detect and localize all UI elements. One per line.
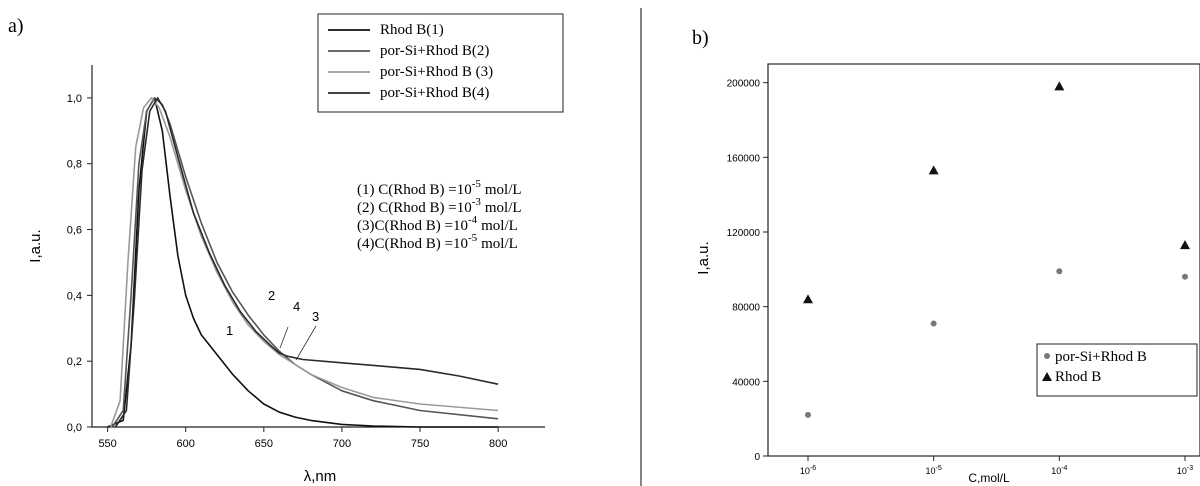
- panel-a-y-tick-label: 0,6: [67, 225, 82, 237]
- panel-b-legend-box: [1036, 343, 1198, 397]
- panel-a-series-line-2: [111, 97, 499, 428]
- panel-b-y-tick-label: 40000: [732, 377, 760, 388]
- panel-b: b) 10-6 10-5 10-4 10-3 0 40000 80000 120000 160…: [692, 27, 1200, 485]
- panel-b-x-ticks: 10-6 10-5 10-4 10-3: [800, 456, 1193, 476]
- curve-label-4: 4: [293, 299, 300, 314]
- panel-a-y-tick-label: 0,4: [67, 290, 82, 302]
- curve-label-1: 1: [226, 323, 233, 338]
- panel-a-legend-label-3: por-Si+Rhod B (3): [380, 64, 493, 80]
- annotation-2-text: (2) C(Rhod B) =10: [357, 200, 472, 216]
- panel-b-y-tick-label: 0: [754, 452, 760, 463]
- panel-a-series: [107, 97, 499, 428]
- panel-a-x-tick-label: 650: [255, 438, 273, 450]
- annotation-4-exp: -5: [468, 232, 478, 244]
- panel-a-y-label: I,a.u.: [27, 229, 44, 262]
- annotation-2-unit: mol/L: [485, 200, 522, 216]
- curve-label-3: 3: [312, 309, 319, 324]
- annotation-2: (2) C(Rhod B) =10-3 mol/L: [357, 196, 522, 216]
- panel-b-label: b): [692, 27, 709, 49]
- panel-b-y-ticks: 0 40000 80000 120000 160000 200000: [727, 79, 768, 463]
- legend-rhod-b: Rhod B: [1055, 369, 1101, 385]
- panel-b-y-tick-label: 80000: [732, 303, 760, 314]
- panel-b-x-label: C,mol/L: [968, 471, 1010, 485]
- panel-b-point-rhod-b: [928, 165, 939, 175]
- annotation-3-text: (3)C(Rhod B) =10: [357, 218, 468, 234]
- panel-a-y-tick-label: 0,2: [67, 356, 82, 368]
- panel-a-series-line-3: [109, 97, 499, 428]
- annotation-1-exp: -5: [472, 178, 482, 190]
- panel-a-label: a): [8, 15, 24, 37]
- panel-b-x-tick-label: 10-3: [1177, 465, 1193, 476]
- panel-b-y-tick-label: 200000: [727, 79, 761, 90]
- panel-b-y-label: I,a.u.: [695, 241, 712, 274]
- panel-b-y-tick-label: 120000: [727, 228, 761, 239]
- panel-a-x-label: λ,nm: [304, 468, 337, 485]
- curve-label-3-pointer: [295, 325, 317, 361]
- panel-b-point-rhod-b: [803, 294, 813, 304]
- panel-a-series-line-4: [114, 97, 499, 428]
- panel-a-x-tick-label: 550: [98, 438, 116, 450]
- panel-a-legend: Rhod B(1) por-Si+Rhod B(2) por-Si+Rhod B (…: [317, 13, 564, 113]
- annotation-4: (4)C(Rhod B) =10-5 mol/L: [357, 232, 518, 252]
- panel-a-legend-label-4: por-Si+Rhod B(4): [380, 85, 489, 101]
- panel-b-point-por-si-rhod-b: [805, 411, 811, 418]
- curve-label-2: 2: [268, 288, 275, 303]
- panel-a-x-ticks: 550 600 650 700 750 800: [98, 427, 507, 450]
- panel-a-x-tick-label: 600: [177, 438, 195, 450]
- panel-b-x-tick-label: 10-4: [1051, 465, 1067, 476]
- panel-b-point-por-si-rhod-b: [1056, 268, 1063, 275]
- panel-b-point-por-si-rhod-b: [1182, 273, 1188, 280]
- annotation-1-unit: mol/L: [485, 182, 522, 198]
- annotation-3-unit: mol/L: [481, 218, 518, 234]
- panel-b-point-por-si-rhod-b: [930, 320, 937, 327]
- annotation-3-exp: -4: [468, 214, 478, 226]
- legend-triangle-marker: [1042, 372, 1052, 381]
- panel-b-x-tick-label: 10-5: [926, 465, 942, 476]
- panel-a-y-ticks: 0,0 0,2 0,4 0,6 0,8 1,0: [67, 93, 92, 434]
- panel-b-legend: por-Si+Rhod B Rhod B: [1036, 343, 1198, 397]
- legend-circle-marker: [1044, 353, 1050, 359]
- panel-a: a) 550 600 650 700 750 800 0,0 0,2 0,4 0,6 0,8 1,0…: [8, 13, 564, 485]
- annotation-2-exp: -3: [472, 196, 482, 208]
- legend-por-si-rhod-b: por-Si+Rhod B: [1055, 349, 1147, 365]
- panel-a-x-tick-label: 750: [411, 438, 429, 450]
- panel-a-x-tick-label: 700: [333, 438, 351, 450]
- panel-a-y-tick-label: 0,8: [67, 159, 82, 171]
- annotation-1-text: (1) C(Rhod B) =10: [357, 182, 472, 198]
- panel-b-point-rhod-b: [1180, 240, 1190, 250]
- panel-b-point-rhod-b: [1054, 81, 1065, 91]
- panel-b-x-tick-label: 10-6: [800, 465, 816, 476]
- annotation-4-unit: mol/L: [481, 236, 518, 252]
- panel-a-y-tick-label: 0,0: [67, 422, 82, 434]
- panel-a-legend-items: Rhod B(1) por-Si+Rhod B(2) por-Si+Rhod B (…: [328, 22, 493, 101]
- panel-a-legend-label-1: Rhod B(1): [380, 22, 444, 38]
- panel-b-frame: [767, 63, 1200, 457]
- panel-b-y-tick-label: 160000: [727, 153, 761, 164]
- annotation-3: (3)C(Rhod B) =10-4 mol/L: [357, 214, 518, 234]
- curve-label-4-pointer: [279, 326, 289, 349]
- annotation-4-text: (4)C(Rhod B) =10: [357, 236, 468, 252]
- panel-a-x-tick-label: 800: [489, 438, 507, 450]
- panel-a-y-tick-label: 1,0: [67, 93, 82, 105]
- panel-a-legend-label-2: por-Si+Rhod B(2): [380, 43, 489, 59]
- annotation-1: (1) C(Rhod B) =10-5 mol/L: [357, 178, 522, 198]
- concentration-annotations: (1) C(Rhod B) =10-5 mol/L (2) C(Rhod B) =…: [357, 178, 522, 252]
- panel-a-series-line-1: [107, 97, 499, 428]
- panel-b-points: [803, 81, 1190, 418]
